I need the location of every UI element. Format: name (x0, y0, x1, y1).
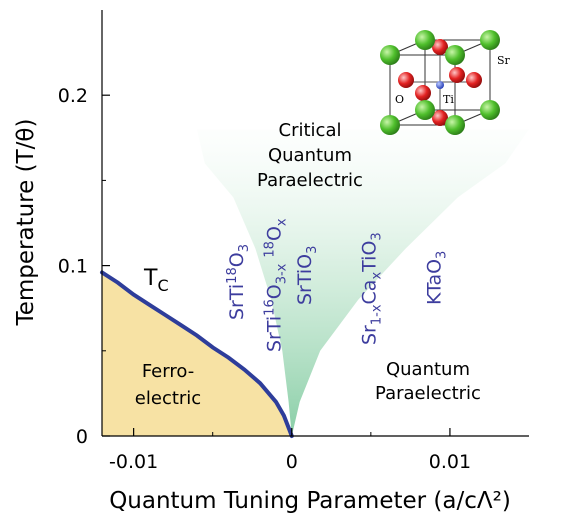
x-tick-label: 0 (286, 451, 298, 473)
perovskite-unit-cell-inset: O Ti Sr (380, 30, 511, 135)
x-axis-title: Quantum Tuning Parameter (a/cΛ²) (109, 488, 511, 514)
critical-quantum-paraelectric-label: Critical Quantum Paraelectric (257, 120, 363, 191)
material-label: SrTiO3​ (294, 246, 320, 305)
material-label: KTaO3​ (423, 251, 449, 305)
y-tick-label: 0.1 (58, 256, 88, 278)
quantum-paraelectric-label: Quantum Paraelectric (375, 359, 481, 404)
strontium-atoms (380, 30, 500, 135)
tc-label: TC (143, 266, 169, 295)
inset-label-sr: Sr (497, 54, 511, 67)
crossover-band (196, 129, 529, 437)
oxygen-atoms (398, 39, 482, 126)
ferroelectric-label: Ferro-electric (135, 361, 201, 409)
material-label: SrTi16​O3-x​ 18​Ox​ (263, 218, 290, 352)
y-axis-title: Temperature (T/θ) (13, 119, 39, 327)
plot-area (100, 129, 529, 438)
y-tick-label: 0.2 (58, 85, 88, 107)
chart-labels: TC Ferro-electric Critical Quantum Paraelect… (135, 120, 481, 409)
titanium-atom (436, 81, 444, 89)
y-tick-label: 0 (76, 426, 88, 448)
material-label: SrTi18​O3​ (225, 244, 252, 320)
x-tick-label: 0.01 (429, 451, 471, 473)
x-tick-label: -0.01 (109, 451, 158, 473)
ferroelectric-region (102, 272, 292, 436)
material-label: Sr1-x​Cax​TiO3​ (359, 232, 385, 345)
axes: -0.01 0 0.01 0 0.1 0.2 Quantum Tuning Paramete… (13, 10, 529, 514)
inset-label-ti: Ti (443, 93, 454, 106)
tc-phase-boundary-line (100, 270, 294, 438)
inset-label-o: O (395, 93, 404, 106)
